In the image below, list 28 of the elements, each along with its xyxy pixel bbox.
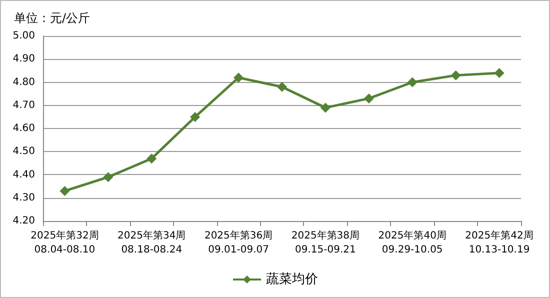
y-tick-label: 4.50 [12,146,35,158]
y-tick-label: 4.90 [12,54,35,65]
y-tick-label: 4.40 [12,169,35,180]
y-tick-label: 4.70 [12,100,35,111]
x-tick-label: 2025年第32周 08.04-08.10 [30,230,99,256]
point [320,102,330,113]
x-tick-label: 2025年第40周 09.29-10.05 [378,230,446,256]
x-tick-label: 2025年第34周 08.18-08.24 [118,230,186,256]
y-tick-label: 5.00 [12,30,35,42]
point [60,186,70,196]
x-tick-label: 2025年第36周 09.01-09.07 [204,230,273,256]
chart-title: 单位：元/公斤 [14,11,90,25]
point [494,68,504,78]
point [407,77,418,88]
y-tick-label: 4.80 [12,76,35,88]
point [277,82,287,92]
legend-label: 蔬菜均价 [266,272,318,287]
x-tick-label: 2025年第42周 10.13-10.19 [465,230,534,256]
point [234,72,244,83]
y-tick-label: 4.20 [12,216,35,226]
point [190,112,200,122]
point [146,154,157,164]
point [450,70,461,80]
point [364,93,374,104]
point [103,172,114,182]
y-tick-label: 4.60 [12,123,35,134]
y-tick-label: 4.30 [12,192,35,204]
x-tick-label: 2025年第38周 09.15-09.21 [291,230,360,256]
